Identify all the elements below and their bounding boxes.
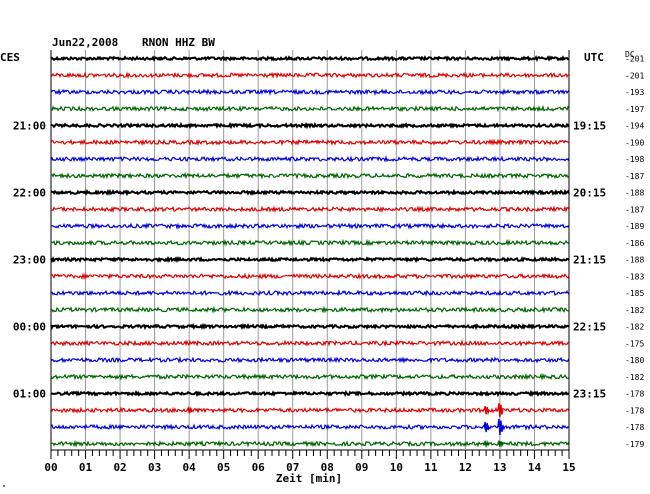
station-label: RNON HHZ BW [142,36,215,49]
dc-offset-label: -190 [625,138,644,147]
right-hour-label: 22:15 [573,321,606,334]
right-hour-label: 23:15 [573,388,606,401]
dc-offset-label: -178 [625,390,644,399]
seismogram-trace [50,238,570,247]
dc-offset-label: -201 [625,71,644,80]
seismogram-trace [50,272,570,281]
left-hour-label: 22:00 [13,187,46,200]
x-tick-label: 15 [562,461,575,474]
seismogram-trace [50,372,570,381]
dc-offset-label: -179 [625,440,644,449]
x-tick-label: 08 [321,461,334,474]
x-tick-label: 09 [355,461,368,474]
date-label: Jun22,2008 [52,36,118,49]
seismogram-trace [50,172,570,180]
seismogram-trace [50,389,570,398]
seismogram-trace [50,155,570,163]
seismogram-trace [50,406,570,414]
right-hour-label: 19:15 [573,120,606,133]
x-tick-label: 12 [459,461,472,474]
right-hour-label: 20:15 [573,187,606,200]
dc-offset-label: -188 [625,256,644,265]
right-timezone-label: UTC [584,51,604,64]
seismogram-trace [50,88,570,96]
dc-offset-label: -185 [625,289,644,298]
dc-offset-label: -182 [625,306,644,315]
dc-offset-label: -197 [625,105,644,114]
seismogram-trace [50,55,570,63]
seismogram-trace [50,121,570,130]
seismic-event-spike [483,421,490,433]
grid [50,50,570,459]
dc-offset-label: -178 [625,406,644,415]
seismogram-trace [50,104,570,113]
seismogram-trace [50,322,570,331]
seismogram-trace [50,339,570,347]
left-hour-label: 01:00 [13,388,46,401]
x-tick-label: 10 [390,461,403,474]
dc-offset-label: -189 [625,222,644,231]
x-tick-label: 13 [493,461,506,474]
x-tick-label: 01 [79,461,93,474]
left-hour-label: 00:00 [13,321,46,334]
seismic-event-spike [497,403,504,418]
x-tick-label: 05 [217,461,230,474]
seismic-event-spike [497,418,504,436]
x-tick-label: 03 [148,461,161,474]
seismic-event-spike [483,439,490,449]
dc-offset-label: -186 [625,239,644,248]
left-hour-label: 23:00 [13,254,46,267]
dc-offset-label: -182 [625,373,644,382]
dc-offset-label: -188 [625,189,644,198]
x-tick-label: 00 [44,461,57,474]
seismogram-trace [50,305,570,314]
seismic-event-spike [186,406,193,415]
left-hour-label: 21:00 [13,120,46,133]
dc-offset-label: -187 [625,172,644,181]
dc-offset-label: -180 [625,356,644,365]
seismogram-trace [50,439,570,448]
seismogram-trace [50,188,570,197]
x-tick-label: 07 [286,461,299,474]
dc-offset-label: -198 [625,155,644,164]
dc-offset-label: -201 [625,55,644,64]
seismogram-trace [50,222,570,230]
dc-offset-label: -193 [625,88,644,97]
seismogram-trace [50,205,570,214]
seismogram-trace [50,288,570,297]
x-tick-label: 02 [113,461,126,474]
seismogram-trace [50,138,570,147]
dc-offset-label: -187 [625,205,644,214]
x-tick-label: 06 [252,461,266,474]
seismic-event-spike [497,440,504,448]
x-axis-label: Zeit [min] [276,472,342,485]
dc-offset-label: -175 [625,339,644,348]
seismic-event-spike [483,406,490,416]
dc-offset-label: -182 [625,323,644,332]
seismogram-trace [50,255,570,264]
x-tick-label: 11 [424,461,438,474]
left-timezone-label: CES [0,51,20,64]
seismogram-trace [50,71,570,80]
labels: Jun22,2008 RNON HHZ BW CES UTC DC Zeit [… [0,36,644,492]
seismogram-trace [50,355,570,364]
x-tick-label: 04 [183,461,197,474]
seismogram-trace [50,423,570,431]
x-tick-label: 14 [528,461,542,474]
dc-offset-label: -178 [625,423,644,432]
dc-offset-label: -194 [625,122,644,131]
dc-offset-label: -183 [625,272,644,281]
right-hour-label: 21:15 [573,254,606,267]
dc-label: DC [625,50,635,59]
traces [50,55,570,449]
corner-mark: " [2,484,6,492]
